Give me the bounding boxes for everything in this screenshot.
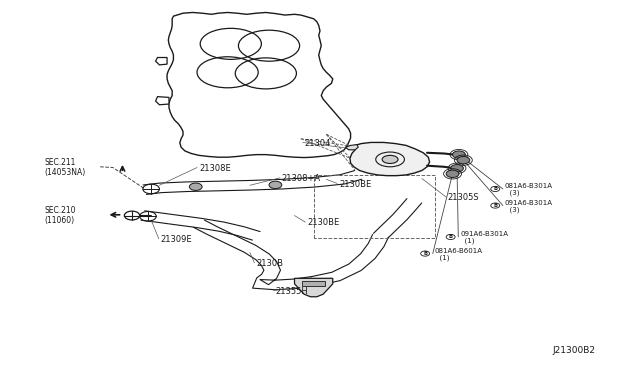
Text: 091A6-B301A
  (1): 091A6-B301A (1) <box>460 231 508 244</box>
Circle shape <box>446 170 459 177</box>
Circle shape <box>451 164 463 172</box>
Polygon shape <box>350 142 429 176</box>
Text: 2130BE: 2130BE <box>339 180 371 189</box>
Text: 21305S: 21305S <box>447 193 479 202</box>
Polygon shape <box>346 145 358 150</box>
Text: 21309E: 21309E <box>161 235 192 244</box>
Circle shape <box>189 183 202 190</box>
Polygon shape <box>294 278 333 297</box>
Text: 081A6-B601A
  (1): 081A6-B601A (1) <box>435 247 483 261</box>
Text: B: B <box>493 203 497 208</box>
Text: 081A6-B301A
  (3): 081A6-B301A (3) <box>505 183 553 196</box>
Text: B: B <box>423 251 427 256</box>
Text: 2130BE: 2130BE <box>307 218 339 227</box>
Text: 091A6-B301A
  (3): 091A6-B301A (3) <box>505 199 553 213</box>
Text: 21304: 21304 <box>304 139 330 148</box>
Circle shape <box>269 181 282 189</box>
Circle shape <box>452 151 465 158</box>
Polygon shape <box>167 13 351 158</box>
Polygon shape <box>302 281 325 286</box>
Text: 21308E: 21308E <box>199 164 230 173</box>
Polygon shape <box>156 97 169 105</box>
Text: SEC.210
(11060): SEC.210 (11060) <box>45 206 76 225</box>
Text: 2130B: 2130B <box>256 259 284 268</box>
Text: 21355H: 21355H <box>275 287 308 296</box>
Circle shape <box>457 157 470 164</box>
Text: B: B <box>493 186 497 192</box>
Text: B: B <box>449 234 452 240</box>
Text: SEC.211
(14053NA): SEC.211 (14053NA) <box>45 158 86 177</box>
Text: 21308+A: 21308+A <box>282 174 321 183</box>
Ellipse shape <box>382 155 398 163</box>
Polygon shape <box>156 58 167 65</box>
Text: J21300B2: J21300B2 <box>552 346 596 355</box>
